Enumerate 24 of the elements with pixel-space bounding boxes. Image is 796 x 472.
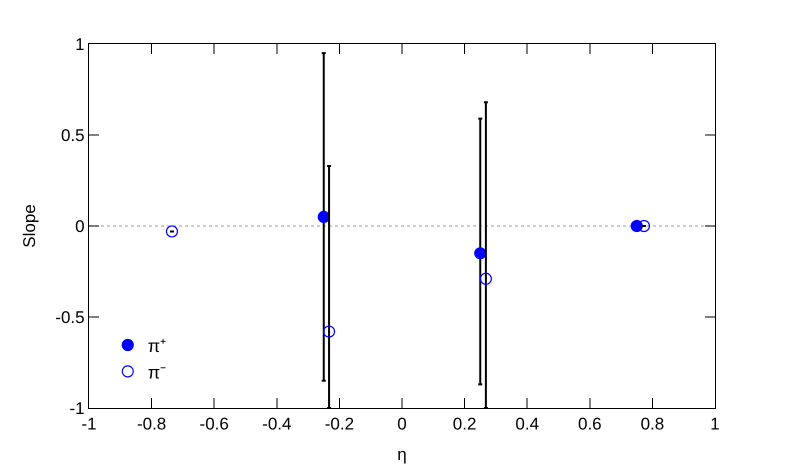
point bbox=[166, 225, 178, 238]
x-tick-label: -0.4 bbox=[262, 414, 292, 434]
x-tick-label: 1 bbox=[710, 414, 720, 434]
x-axis-title: η bbox=[397, 444, 407, 464]
y-tick-label: 0.5 bbox=[60, 126, 85, 145]
y-tick-label: 0 bbox=[75, 216, 85, 236]
point bbox=[474, 247, 486, 260]
y-tick-label: 1 bbox=[75, 34, 85, 54]
x-tick-label: 0.4 bbox=[515, 414, 540, 434]
x-tick-label: -0.8 bbox=[136, 414, 166, 434]
legend-label: π⁺ bbox=[148, 336, 166, 356]
x-tick-label: -0.2 bbox=[324, 414, 354, 434]
x-tick-label: 0.8 bbox=[640, 414, 664, 434]
point bbox=[318, 210, 330, 223]
point bbox=[322, 325, 336, 338]
point bbox=[480, 272, 492, 285]
x-tick-label: -0.6 bbox=[200, 414, 229, 434]
x-tick-label: 0 bbox=[397, 414, 407, 434]
x-tick-label: 0.6 bbox=[578, 414, 602, 434]
y-tick-label: -0.5 bbox=[55, 308, 85, 327]
y-tick-label: -1 bbox=[69, 398, 85, 418]
y-axis-title: Slope bbox=[20, 204, 39, 248]
x-tick-label: 0.2 bbox=[452, 414, 476, 434]
legend-label: π⁻ bbox=[148, 362, 166, 382]
